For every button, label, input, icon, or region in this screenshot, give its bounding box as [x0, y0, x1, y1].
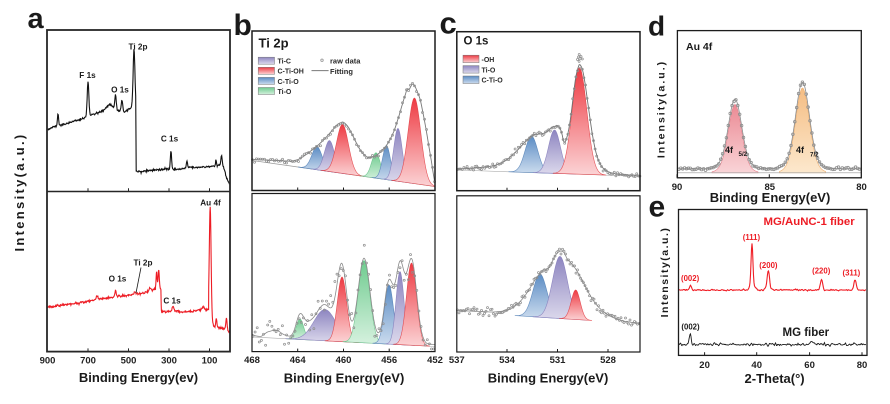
svg-text:80: 80 — [856, 182, 867, 193]
svg-text:4f: 4f — [725, 145, 734, 155]
svg-text:Au 4f: Au 4f — [686, 41, 713, 53]
svg-text:Ti 2p: Ti 2p — [129, 43, 148, 52]
svg-text:531: 531 — [550, 355, 567, 366]
svg-text:534: 534 — [499, 355, 516, 366]
svg-text:O 1s: O 1s — [111, 86, 129, 95]
svg-text:Intensity(a.u.): Intensity(a.u.) — [12, 132, 27, 251]
svg-text:20: 20 — [699, 360, 710, 371]
svg-text:c: c — [440, 6, 457, 41]
svg-text:Ti-O: Ti-O — [278, 89, 292, 96]
svg-text:raw data: raw data — [330, 56, 361, 65]
svg-text:900: 900 — [40, 356, 56, 367]
svg-text:Fitting: Fitting — [330, 67, 353, 76]
svg-text:(111): (111) — [743, 233, 761, 242]
svg-text:Binding Energy(eV): Binding Energy(eV) — [488, 371, 609, 386]
svg-text:C 1s: C 1s — [161, 135, 179, 144]
svg-text:100: 100 — [202, 356, 218, 367]
svg-text:2-Theta(°): 2-Theta(°) — [745, 371, 805, 386]
svg-text:40: 40 — [751, 360, 762, 371]
svg-text:500: 500 — [121, 356, 137, 367]
svg-text:Binding Energy(eV): Binding Energy(eV) — [284, 371, 405, 386]
svg-text:b: b — [234, 9, 252, 42]
svg-text:528: 528 — [600, 355, 616, 366]
svg-text:e: e — [649, 191, 666, 224]
svg-text:Intensity(a.u.): Intensity(a.u.) — [659, 227, 671, 318]
svg-text:C-Ti-O: C-Ti-O — [482, 78, 504, 85]
svg-text:700: 700 — [80, 356, 96, 367]
svg-text:60: 60 — [804, 360, 815, 371]
svg-text:MG fiber: MG fiber — [783, 327, 830, 339]
svg-text:Ti-O: Ti-O — [482, 67, 496, 74]
svg-text:O 1s: O 1s — [109, 275, 127, 284]
svg-text:7/2: 7/2 — [810, 152, 819, 159]
svg-text:Au 4f: Au 4f — [200, 199, 221, 208]
svg-text:O 1s: O 1s — [464, 36, 489, 48]
svg-text:(200): (200) — [759, 261, 778, 270]
svg-text:300: 300 — [161, 356, 177, 367]
svg-text:464: 464 — [290, 355, 307, 366]
svg-text:452: 452 — [427, 355, 443, 366]
svg-text:460: 460 — [336, 355, 352, 366]
svg-text:(002): (002) — [681, 274, 700, 283]
svg-text:Ti 2p: Ti 2p — [259, 36, 289, 51]
svg-text:Binding Energy(eV): Binding Energy(eV) — [710, 190, 831, 205]
svg-text:Intensity(a.u.): Intensity(a.u.) — [656, 60, 668, 158]
svg-text:(002): (002) — [681, 323, 700, 332]
svg-text:537: 537 — [449, 355, 465, 366]
svg-text:F 1s: F 1s — [79, 71, 96, 80]
svg-text:MG/AuNC-1 fiber: MG/AuNC-1 fiber — [764, 216, 856, 228]
svg-text:C-Ti-O: C-Ti-O — [278, 79, 300, 86]
svg-text:80: 80 — [857, 360, 868, 371]
svg-text:a: a — [28, 3, 45, 35]
svg-text:456: 456 — [381, 355, 397, 366]
svg-text:90: 90 — [672, 182, 683, 193]
svg-text:(311): (311) — [843, 268, 861, 277]
svg-text:5/2: 5/2 — [739, 151, 748, 158]
svg-text:4f: 4f — [796, 145, 805, 155]
svg-text:Ti-C: Ti-C — [278, 59, 291, 66]
svg-text:Binding Energy(ev): Binding Energy(ev) — [79, 370, 198, 385]
svg-text:-OH: -OH — [482, 57, 495, 64]
svg-text:(220): (220) — [812, 267, 831, 276]
svg-text:C-Ti-OH: C-Ti-OH — [278, 69, 304, 76]
svg-text:468: 468 — [244, 355, 260, 366]
svg-text:Ti 2p: Ti 2p — [134, 259, 153, 268]
svg-text:C 1s: C 1s — [163, 297, 181, 306]
svg-text:85: 85 — [765, 182, 776, 193]
svg-text:d: d — [648, 11, 665, 42]
